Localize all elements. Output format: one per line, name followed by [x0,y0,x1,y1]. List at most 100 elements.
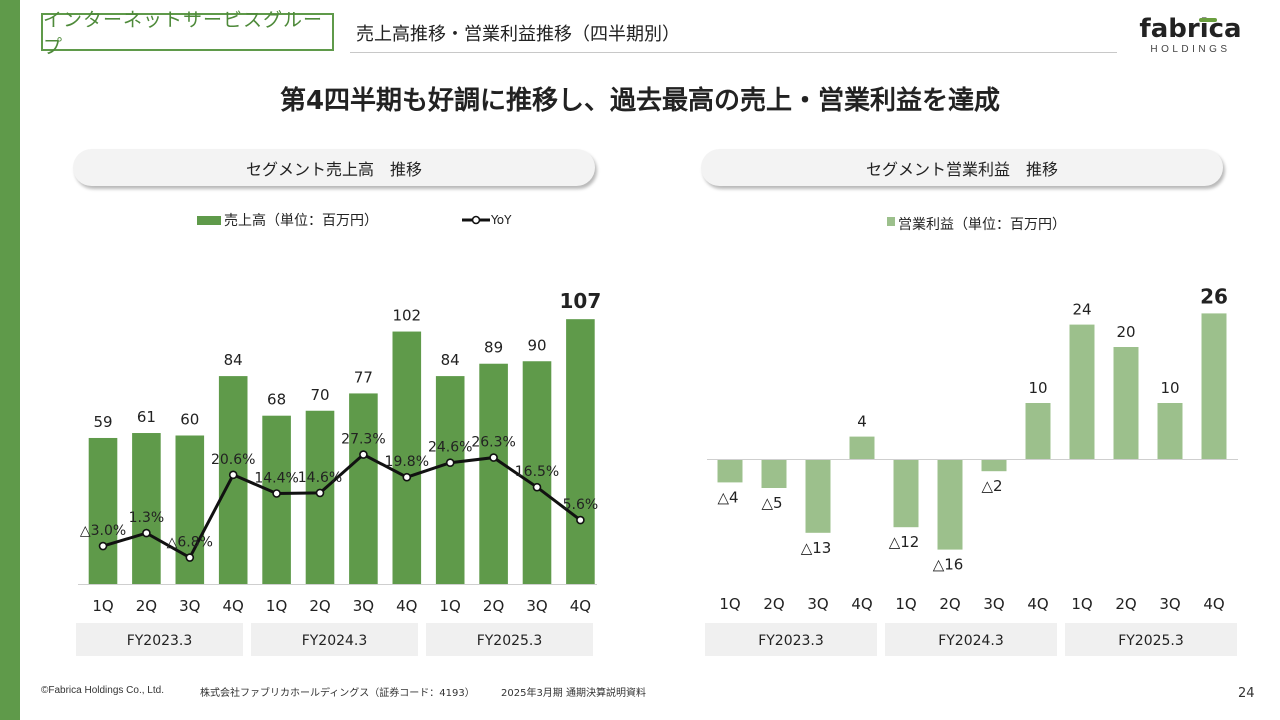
yoy-point [228,470,238,480]
group-tag: インターネットサービスグループ [41,9,334,58]
x-tick-label: 2Q [136,597,157,615]
yoy-line [102,452,582,560]
sales-bar [305,410,335,584]
fiscal-year-label: FY2024.3 [938,633,1004,649]
yoy-point [98,541,108,551]
yoy-point [142,528,151,538]
yoy-data-label: △6.8% [167,535,213,551]
yoy-data-label: 14.6% [298,470,342,486]
yoy-data-label: 26.3% [471,435,515,451]
x-tick-label: 2Q [483,597,504,615]
legend-swatch-profit [887,217,895,226]
fiscal-year-box [1065,623,1237,656]
x-tick-label: 1Q [266,597,287,615]
yoy-point [532,482,542,492]
page-number: 24 [1238,686,1255,701]
x-tick-label: 2Q [309,597,330,615]
profit-data-label: △13 [801,539,832,557]
sales-data-label: 68 [267,391,286,409]
yoy-point [445,458,455,468]
profit-data-label: 24 [1072,301,1091,319]
legend-label-yoy: YoY [490,213,512,227]
sales-data-label: 84 [224,351,243,369]
sales-bar [349,393,378,584]
fiscal-year-label: FY2023.3 [758,633,824,649]
profit-chart: 営業利益（単位：百万円） △4 1Q △5 2Q △13 3Q 4 4Q △12 1Q △16 2Q △2… [705,217,1238,656]
profit-bar [805,460,831,533]
profit-bar [1157,403,1183,459]
legend-marker-yoy [471,215,481,225]
yoy-data-label: 24.6% [428,440,472,456]
x-tick-label: 2Q [1115,595,1136,613]
legend-swatch-sales [197,216,221,225]
footer-copyright: ©Fabrica Holdings Co., Ltd. [41,685,164,696]
yoy-point [315,488,325,498]
sales-bar [566,319,595,584]
yoy-data-label: 27.3% [341,432,385,448]
legend-label-sales: 売上高（単位：百万円） [224,212,378,229]
sales-panel-title: セグメント売上高 推移 [73,149,595,186]
profit-bar [1201,313,1227,459]
profit-bar [717,460,743,483]
profit-data-label: △12 [889,533,920,551]
profit-data-label: △2 [981,477,1002,495]
sales-data-label: 60 [180,411,199,429]
profit-data-label: △5 [761,494,782,512]
profit-bar [1113,347,1139,459]
sales-data-label: 61 [137,408,156,426]
fiscal-year-box [885,623,1057,656]
sales-data-label: 77 [354,368,373,386]
profit-bar [849,436,875,459]
footer-company: 株式会社ファブリカホールディングス（証券コード：4193） [200,688,475,699]
sales-data-label: 70 [310,386,329,404]
yoy-data-label: △3.0% [80,523,126,539]
slide-headline: 第4四半期も好調に推移し、過去最高の売上・営業利益を達成 [279,86,1001,116]
sales-data-label: 107 [560,289,602,313]
sales-bar [262,415,291,584]
x-tick-label: 4Q [223,597,244,615]
sales-data-label: 90 [527,336,546,354]
x-tick-label: 2Q [939,595,960,613]
yoy-data-label: 19.8% [385,454,429,470]
fiscal-year-box [251,623,418,656]
yoy-point [402,472,412,482]
profit-data-label: 4 [857,413,867,431]
sales-data-label: 59 [93,413,112,431]
x-tick-label: 4Q [396,597,417,615]
x-tick-label: 1Q [1071,595,1092,613]
yoy-point [576,515,585,525]
profit-data-label: △4 [717,488,738,506]
logo-accent-mark [1199,18,1217,22]
fiscal-year-label: FY2023.3 [127,633,193,649]
profit-data-label: 26 [1200,284,1228,308]
fiscal-year-box [705,623,877,656]
profit-bar [1069,324,1095,459]
accent-side-bar [0,0,20,720]
x-tick-label: 3Q [353,597,374,615]
yoy-data-label: 1.3% [129,510,165,526]
footer-document: 2025年3月期 通期決算説明資料 [501,688,646,699]
profit-data-label: 10 [1160,379,1179,397]
yoy-data-label: 16.5% [515,464,559,480]
sales-bar [132,433,161,584]
profit-bar [937,460,963,550]
sales-bar [435,376,465,584]
legend-label-profit: 営業利益（単位：百万円） [898,217,1066,233]
header-divider [350,52,1117,53]
x-tick-label: 3Q [983,595,1004,613]
yoy-point [272,489,281,498]
profit-panel-title: セグメント営業利益 推移 [701,149,1223,186]
x-tick-label: 3Q [807,595,828,613]
profit-data-label: △16 [933,556,964,574]
x-tick-label: 3Q [1159,595,1180,613]
x-tick-label: 1Q [92,597,113,615]
x-tick-label: 4Q [570,597,591,615]
profit-data-label: 20 [1116,323,1135,341]
company-logo: fabrica HOLDINGS [1138,14,1243,56]
yoy-data-label: 5.6% [563,497,599,513]
x-tick-label: 4Q [1027,595,1048,613]
fiscal-year-box [76,623,243,656]
x-tick-label: 1Q [719,595,740,613]
x-tick-label: 3Q [179,597,200,615]
fiscal-year-label: FY2024.3 [302,633,368,649]
